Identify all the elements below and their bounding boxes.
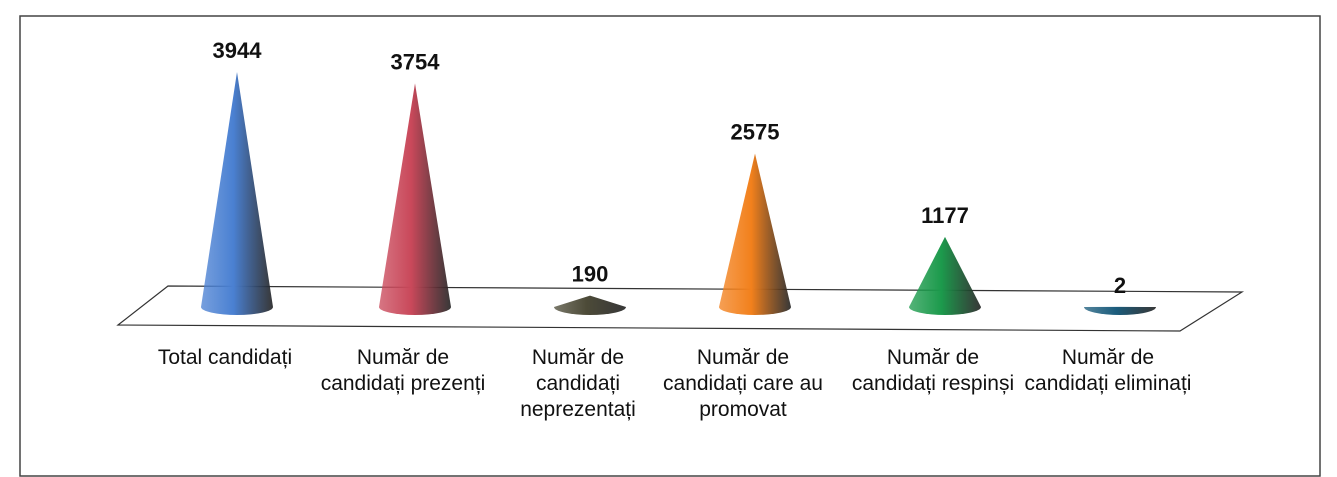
category-label: Număr de candidați respinși xyxy=(851,346,1015,395)
floor xyxy=(116,285,1245,332)
value-label: 2575 xyxy=(731,120,780,145)
value-label: 2 xyxy=(1114,273,1126,298)
cone xyxy=(719,153,791,315)
cone xyxy=(1084,306,1156,315)
value-label: 3754 xyxy=(391,49,441,74)
category-label: Număr de candidați care au promovat xyxy=(663,346,823,421)
cone xyxy=(554,295,626,315)
value-label: 190 xyxy=(572,262,609,287)
category-label: Număr de candidați prezenți xyxy=(320,346,486,395)
frame xyxy=(19,15,1321,477)
category-label: Număr de candidați neprezentați xyxy=(520,346,636,421)
category-label: Număr de candidați eliminați xyxy=(1024,346,1192,395)
value-label: 3944 xyxy=(213,38,263,63)
category-label: Total candidați xyxy=(157,346,293,369)
cone xyxy=(909,236,981,315)
value-label: 1177 xyxy=(921,203,969,228)
cone xyxy=(379,83,451,316)
cone xyxy=(201,72,273,315)
